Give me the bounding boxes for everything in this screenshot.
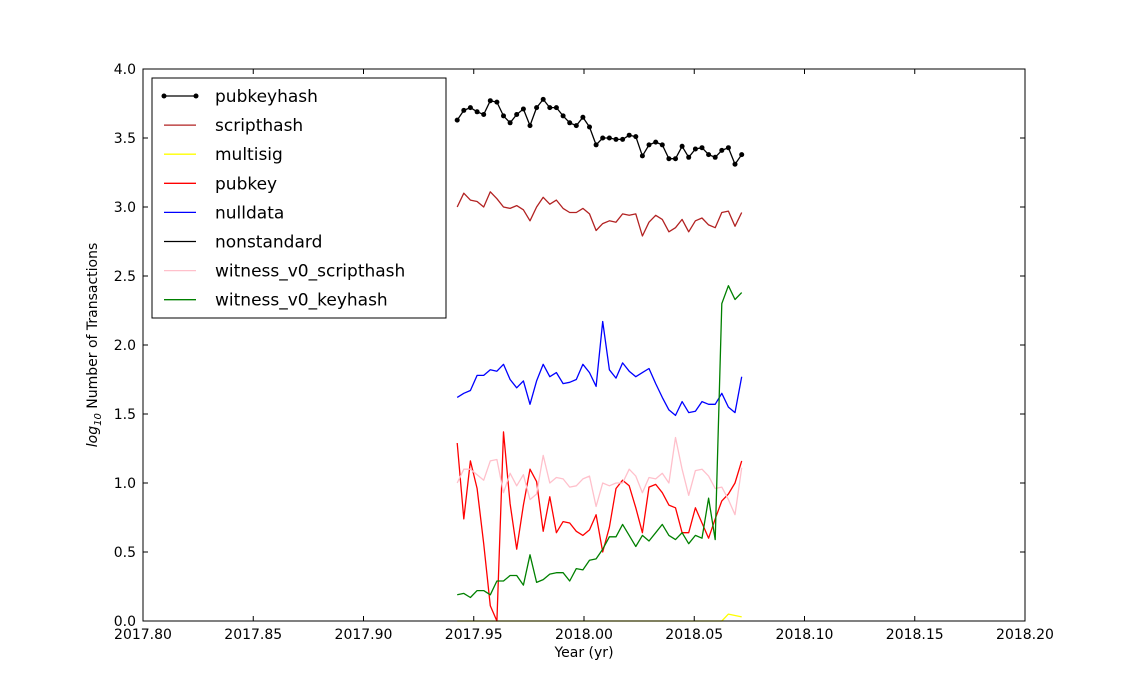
data-point-pubkeyhash: [487, 98, 493, 104]
series-line-witness_v0_keyhash: [457, 285, 743, 599]
data-point-pubkeyhash: [633, 134, 639, 140]
data-point-pubkeyhash: [481, 112, 487, 117]
data-point-pubkeyhash: [573, 123, 579, 129]
y-tick-label: 3.5: [114, 131, 136, 147]
y-tick-label: 2.0: [114, 338, 136, 354]
x-tick-label: 2017.95: [445, 627, 503, 643]
data-point-pubkeyhash: [712, 154, 718, 160]
legend: pubkeyhash scripthash multisig pubkey nullda…: [151, 77, 447, 319]
y-tick-label: 0.0: [114, 614, 136, 630]
data-point-pubkeyhash: [520, 106, 526, 112]
data-point-pubkeyhash: [501, 113, 506, 119]
data-point-pubkeyhash: [461, 107, 467, 113]
data-point-pubkeyhash: [553, 105, 559, 111]
y-tick-label: 4.0: [114, 62, 136, 78]
data-point-pubkeyhash: [699, 145, 705, 151]
x-axis-label: Year (yr): [553, 645, 613, 661]
data-point-pubkeyhash: [626, 132, 632, 138]
x-tick-label: 2018.15: [886, 627, 944, 643]
data-point-pubkeyhash: [620, 136, 626, 142]
data-point-pubkeyhash: [600, 135, 606, 141]
y-tick-label: 1.5: [114, 407, 136, 423]
data-point-pubkeyhash: [646, 142, 652, 148]
data-point-pubkeyhash: [514, 112, 520, 117]
x-tick-label: 2018.00: [555, 627, 613, 643]
series-line-scripthash: [456, 191, 743, 237]
legend-label-nulldata: nulldata: [215, 203, 284, 223]
legend-label-pubkeyhash: pubkeyhash: [215, 87, 318, 107]
data-point-pubkeyhash: [739, 152, 745, 158]
series-line-nulldata: [456, 320, 743, 417]
axis-ticks: 2017.80 2017.85 2017.90 2017.95 2018.00 2018.…: [114, 62, 1054, 643]
data-point-pubkeyhash: [613, 136, 619, 142]
legend-label-nonstandard: nonstandard: [215, 233, 322, 253]
data-point-pubkeyhash: [719, 147, 725, 153]
data-point-pubkeyhash: [454, 117, 460, 123]
legend-label-scripthash: scripthash: [215, 116, 303, 136]
data-point-pubkeyhash: [679, 143, 685, 149]
data-point-pubkeyhash: [494, 99, 500, 105]
x-tick-label: 2018.10: [776, 627, 834, 643]
series-line-witness_v0_scripthash: [456, 436, 743, 516]
data-point-pubkeyhash: [540, 96, 546, 102]
y-tick-label: 2.5: [114, 269, 136, 285]
data-point-pubkeyhash: [706, 152, 712, 158]
x-tick-label: 2017.80: [114, 627, 172, 643]
data-point-pubkeyhash: [527, 123, 533, 129]
data-point-pubkeyhash: [653, 139, 659, 145]
data-point-pubkeyhash: [560, 113, 566, 119]
x-tick-label: 2017.90: [335, 627, 393, 643]
data-point-pubkeyhash: [666, 156, 672, 162]
data-point-pubkeyhash: [587, 124, 592, 130]
data-point-pubkeyhash: [725, 145, 731, 151]
data-point-pubkeyhash: [547, 105, 553, 111]
data-point-pubkeyhash: [606, 135, 612, 141]
data-point-pubkeyhash: [534, 105, 540, 111]
data-point-pubkeyhash: [467, 105, 473, 111]
data-point-pubkeyhash: [474, 109, 480, 115]
data-point-pubkeyhash: [659, 142, 665, 148]
y-tick-label: 1.0: [114, 476, 136, 492]
legend-box: [151, 77, 447, 319]
x-tick-label: 2018.05: [665, 627, 723, 643]
data-point-pubkeyhash: [732, 161, 738, 167]
data-point-pubkeyhash: [593, 142, 599, 148]
data-point-pubkeyhash: [639, 153, 645, 159]
x-tick-label: 2018.20: [996, 627, 1054, 643]
data-point-pubkeyhash: [507, 120, 513, 126]
legend-label-witness_v0_scripthash: witness_v0_scripthash: [215, 262, 405, 282]
legend-marker: [193, 93, 199, 99]
data-point-pubkeyhash: [686, 154, 692, 160]
legend-marker: [161, 93, 167, 99]
series-line-pubkey: [456, 431, 743, 622]
legend-label-pubkey: pubkey: [215, 174, 277, 194]
data-point-pubkeyhash: [580, 114, 586, 120]
y-axis-label: log10 Number of Transactions: [85, 243, 104, 448]
data-point-pubkeyhash: [692, 146, 698, 152]
legend-label-multisig: multisig: [215, 145, 283, 165]
x-tick-label: 2017.85: [224, 627, 282, 643]
y-tick-label: 3.0: [114, 200, 136, 216]
data-point-pubkeyhash: [673, 156, 678, 162]
legend-label-witness_v0_keyhash: witness_v0_keyhash: [215, 291, 388, 311]
data-point-pubkeyhash: [567, 120, 573, 126]
y-tick-label: 0.5: [114, 545, 136, 561]
